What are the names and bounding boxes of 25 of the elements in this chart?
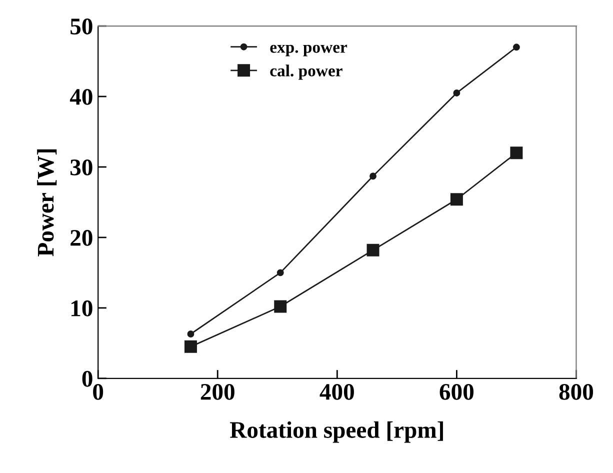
point [453,89,460,96]
legend-label: cal. power [270,64,342,80]
x-tick-label: 800 [559,384,594,400]
x-tick-label: 0 [93,384,104,400]
point [512,44,520,51]
point [370,172,376,180]
x-tick-label: 400 [320,384,354,400]
y-tick-label: 50 [70,18,92,34]
y-tick-label: 10 [72,300,92,316]
y-tick-label: 30 [70,159,92,176]
point [274,300,287,313]
y-axis-title: Power [W] [37,149,57,256]
point [366,244,380,256]
point [184,340,197,353]
x-tick-label: 200 [200,384,234,400]
y-tick-label: 0 [82,370,92,387]
point [450,193,463,206]
y-tick-label: 20 [70,230,92,246]
point [187,330,194,338]
y-tick-label: 40 [70,88,92,105]
point [510,146,523,160]
x-tick-label: 600 [440,384,474,400]
x-axis-title: Rotation speed [rpm] [230,421,443,443]
point [276,269,284,276]
legend-label: exp. power [270,44,348,56]
